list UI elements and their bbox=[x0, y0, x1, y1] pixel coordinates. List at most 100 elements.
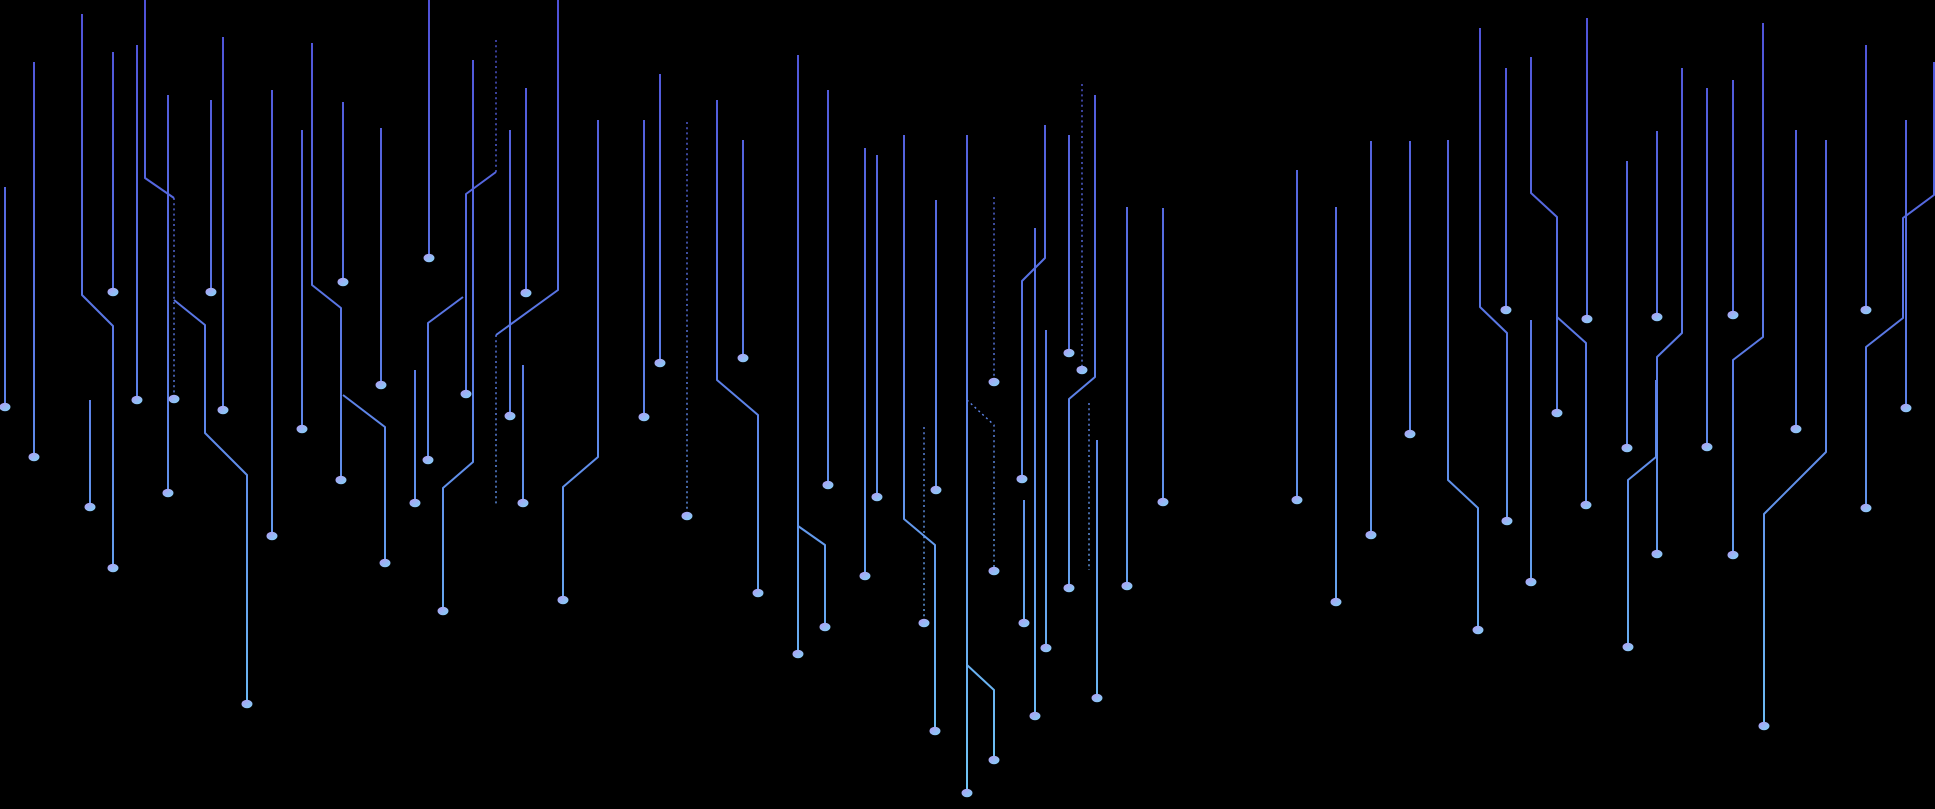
circuit-trace bbox=[311, 43, 342, 480]
trace-endpoint-dot bbox=[1581, 314, 1593, 324]
trace-endpoint-dot bbox=[1790, 424, 1802, 434]
trace-endpoint-dot bbox=[379, 558, 391, 568]
trace-endpoint-dot bbox=[1621, 443, 1633, 453]
trace-endpoint-dot bbox=[822, 480, 834, 490]
trace-endpoint-dot bbox=[1157, 497, 1169, 507]
circuit-trace bbox=[1865, 62, 1935, 508]
circuit-trace bbox=[966, 664, 995, 760]
circuit-trace bbox=[427, 296, 464, 460]
circuit-trace bbox=[442, 60, 474, 611]
circuit-trace bbox=[1656, 68, 1683, 554]
trace-endpoint-dot bbox=[375, 380, 387, 390]
trace-endpoint-dot bbox=[131, 395, 143, 405]
trace-endpoint-dot bbox=[654, 358, 666, 368]
trace-endpoint-dot bbox=[1029, 711, 1041, 721]
trace-endpoint-dot bbox=[557, 595, 569, 605]
trace-endpoint-dot bbox=[0, 402, 11, 412]
trace-endpoint-dot bbox=[1404, 429, 1416, 439]
circuit-trace bbox=[1763, 140, 1827, 726]
trace-endpoint-dot bbox=[1860, 503, 1872, 513]
trace-endpoint-dot bbox=[1018, 618, 1030, 628]
circuit-trace bbox=[81, 14, 114, 568]
circuit-trace bbox=[342, 394, 386, 563]
trace-endpoint-dot bbox=[1121, 581, 1133, 591]
circuit-trace bbox=[1479, 28, 1508, 521]
trace-endpoint-dot bbox=[988, 377, 1000, 387]
trace-endpoint-dot bbox=[1063, 348, 1075, 358]
trace-endpoint-dot bbox=[961, 788, 973, 798]
trace-endpoint-dot bbox=[266, 531, 278, 541]
circuit-trace bbox=[495, 0, 559, 336]
trace-endpoint-dot bbox=[205, 287, 217, 297]
circuit-trace bbox=[797, 525, 826, 627]
circuit-trace bbox=[1447, 140, 1479, 630]
circuit-trace bbox=[1556, 316, 1587, 505]
trace-endpoint-dot bbox=[107, 563, 119, 573]
circuit-trace bbox=[465, 171, 497, 394]
circuit-trace bbox=[966, 399, 995, 571]
trace-endpoint-dot bbox=[752, 588, 764, 598]
trace-endpoint-dot bbox=[819, 622, 831, 632]
trace-endpoint-dot bbox=[1900, 403, 1912, 413]
circuit-trace bbox=[562, 120, 599, 600]
trace-endpoint-dot bbox=[1076, 365, 1088, 375]
trace-endpoint-dot bbox=[1365, 530, 1377, 540]
trace-endpoint-dot bbox=[241, 699, 253, 709]
trace-endpoint-dots bbox=[0, 253, 1912, 798]
trace-endpoint-dot bbox=[792, 649, 804, 659]
trace-endpoint-dot bbox=[988, 566, 1000, 576]
trace-endpoint-dot bbox=[1291, 495, 1303, 505]
trace-endpoint-dot bbox=[517, 498, 529, 508]
trace-endpoint-dot bbox=[1580, 500, 1592, 510]
circuit-trace bbox=[173, 299, 248, 704]
trace-endpoint-dot bbox=[337, 277, 349, 287]
trace-endpoint-dot bbox=[929, 726, 941, 736]
trace-endpoint-dot bbox=[930, 485, 942, 495]
trace-endpoint-dot bbox=[437, 606, 449, 616]
trace-endpoint-dot bbox=[1525, 577, 1537, 587]
trace-endpoint-dot bbox=[918, 618, 930, 628]
trace-endpoint-dot bbox=[423, 253, 435, 263]
trace-endpoint-dot bbox=[1330, 597, 1342, 607]
trace-endpoint-dot bbox=[1758, 721, 1770, 731]
trace-endpoint-dot bbox=[1500, 305, 1512, 315]
trace-endpoint-dot bbox=[168, 394, 180, 404]
trace-endpoint-dot bbox=[422, 455, 434, 465]
trace-endpoint-dot bbox=[217, 405, 229, 415]
trace-endpoint-dot bbox=[504, 411, 516, 421]
circuit-traces bbox=[4, 0, 1935, 793]
trace-endpoint-dot bbox=[1701, 442, 1713, 452]
trace-endpoint-dot bbox=[737, 353, 749, 363]
trace-endpoint-dot bbox=[460, 389, 472, 399]
circuit-trace bbox=[144, 0, 175, 199]
circuit-trace bbox=[903, 135, 936, 731]
trace-endpoint-dot bbox=[335, 475, 347, 485]
circuit-trace bbox=[716, 100, 759, 593]
trace-endpoint-dot bbox=[988, 755, 1000, 765]
trace-endpoint-dot bbox=[871, 492, 883, 502]
trace-endpoint-dot bbox=[1040, 643, 1052, 653]
trace-endpoint-dot bbox=[1551, 408, 1563, 418]
circuit-trace bbox=[1068, 95, 1096, 588]
trace-endpoint-dot bbox=[409, 498, 421, 508]
trace-endpoint-dot bbox=[1501, 516, 1513, 526]
trace-endpoint-dot bbox=[1472, 625, 1484, 635]
trace-endpoint-dot bbox=[1091, 693, 1103, 703]
trace-endpoint-dot bbox=[107, 287, 119, 297]
trace-endpoint-dot bbox=[859, 571, 871, 581]
trace-endpoint-dot bbox=[1727, 550, 1739, 560]
circuit-trace bbox=[1530, 57, 1558, 413]
trace-endpoint-dot bbox=[1063, 583, 1075, 593]
circuit-trace bbox=[1021, 125, 1046, 479]
trace-endpoint-dot bbox=[162, 488, 174, 498]
circuit-trace bbox=[1627, 380, 1657, 647]
trace-endpoint-dot bbox=[28, 452, 40, 462]
trace-endpoint-dot bbox=[1860, 305, 1872, 315]
trace-endpoint-dot bbox=[1622, 642, 1634, 652]
trace-endpoint-dot bbox=[1016, 474, 1028, 484]
trace-endpoint-dot bbox=[1651, 549, 1663, 559]
trace-endpoint-dot bbox=[296, 424, 308, 434]
trace-endpoint-dot bbox=[520, 288, 532, 298]
